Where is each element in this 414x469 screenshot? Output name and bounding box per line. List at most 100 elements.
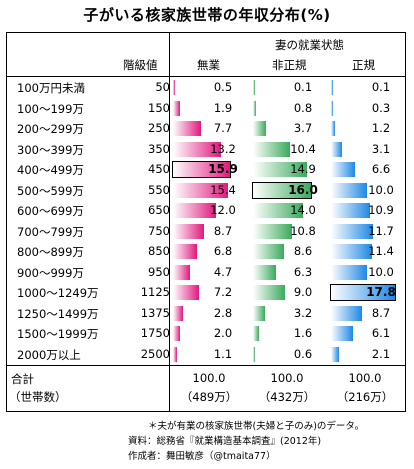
income-range-label: 900～999万 [17, 265, 84, 280]
table-row: 100万円未満 50 0.5 0.1 0.1 [7, 78, 404, 97]
data-label-regular: 10.0 [368, 264, 394, 279]
data-bar-nonregular [253, 326, 259, 341]
data-bar-regular [331, 100, 333, 116]
cell-unemployed: 2.0 [169, 324, 248, 343]
data-label-unemployed: 1.9 [213, 100, 233, 115]
class-value: 450 [148, 162, 170, 176]
data-label-nonregular: 9.0 [293, 285, 313, 299]
class-value: 350 [148, 141, 170, 156]
cell-regular: 11.4 [327, 242, 406, 261]
cell-unemployed: 2.8 [169, 304, 248, 323]
class-value: 150 [148, 100, 170, 115]
data-bar-nonregular [253, 80, 255, 95]
table-row: 900～999万 950 4.7 6.3 10.0 [7, 263, 404, 282]
cell-nonregular: 16.0 [249, 181, 328, 200]
cell-regular: 10.0 [327, 263, 406, 282]
data-bar-regular [331, 244, 372, 259]
data-bar-nonregular [253, 100, 256, 116]
table-row: 300～399万 350 13.2 10.4 3.1 [7, 140, 404, 159]
data-bar-unemployed [173, 182, 229, 198]
data-label-nonregular: 14.9 [290, 162, 316, 176]
data-bar-regular [331, 80, 333, 95]
cell-nonregular: 0.8 [249, 99, 328, 118]
class-value: 250 [148, 121, 170, 135]
data-bar-nonregular [253, 223, 292, 239]
class-value: 1750 [140, 326, 170, 340]
data-bar-nonregular [253, 285, 286, 300]
cell-unemployed: 1.1 [169, 345, 248, 364]
note-author: 作成者：舞田敏彦（@tmaita77） [128, 451, 276, 462]
table-row: 100～199万 150 1.9 0.8 0.3 [7, 99, 404, 118]
cell-nonregular: 10.4 [249, 140, 328, 159]
cell-nonregular: 3.2 [249, 304, 328, 323]
data-bar-regular [330, 284, 396, 301]
data-label-nonregular: 1.6 [293, 326, 313, 340]
cell-regular: 17.8 [327, 283, 406, 302]
cell-nonregular: 3.7 [249, 119, 328, 138]
page-title: 子がいる核家族世帯の年収分布(%) [83, 6, 331, 24]
cell-regular: 0.1 [327, 78, 406, 97]
data-bar-regular [331, 223, 374, 239]
cell-unemployed: 12.0 [169, 201, 248, 220]
data-label-unemployed: 6.8 [213, 244, 233, 258]
cell-regular: 6.1 [327, 324, 406, 343]
data-label-regular: 11.4 [368, 244, 394, 258]
cell-regular: 10.9 [327, 201, 406, 220]
cell-nonregular: 6.3 [249, 263, 328, 282]
data-bar-regular [331, 162, 355, 177]
cell-unemployed: 6.8 [169, 242, 248, 261]
data-label-regular: 0.1 [371, 80, 391, 94]
data-bar-unemployed [173, 121, 201, 136]
income-range-label: 1000～1249万 [17, 286, 99, 300]
class-value: 1375 [140, 305, 170, 320]
data-bar-unemployed [173, 141, 221, 157]
data-bar-regular [331, 305, 363, 321]
cell-regular: 8.7 [327, 304, 406, 323]
header-col-nonregular: 非正規 [272, 58, 307, 72]
totals-sublabel: （世帯数） [9, 390, 67, 404]
data-label-regular: 10.9 [368, 203, 394, 217]
totals-label: 合計 [11, 372, 34, 386]
table-row: 800～899万 850 6.8 8.6 11.4 [7, 242, 404, 261]
header-class-label: 階級値 [123, 58, 158, 72]
income-range-label: 200～299万 [17, 122, 84, 136]
data-label-nonregular: 3.7 [293, 121, 313, 135]
class-value: 50 [155, 80, 170, 94]
income-range-label: 100～199万 [17, 101, 84, 116]
data-bar-regular [331, 182, 367, 198]
data-bar-unemployed [173, 305, 184, 321]
income-range-label: 100万円未満 [17, 81, 85, 95]
data-label-nonregular: 10.8 [290, 223, 316, 238]
cell-regular: 1.2 [327, 119, 406, 138]
data-label-nonregular: 0.1 [293, 80, 313, 94]
cell-nonregular: 14.0 [249, 201, 328, 220]
table-row: 200～299万 250 7.7 3.7 1.2 [7, 119, 404, 138]
data-label-regular: 2.1 [371, 346, 391, 361]
cell-unemployed: 15.9 [169, 160, 248, 179]
header-col-unemployed: 無業 [197, 58, 220, 72]
table-row: 2000万以上 2500 1.1 0.6 2.1 [7, 345, 404, 364]
data-label-unemployed: 2.8 [213, 305, 233, 320]
data-label-unemployed: 15.4 [210, 182, 236, 197]
data-label-unemployed: 12.0 [210, 203, 236, 217]
data-label-nonregular: 6.3 [293, 264, 313, 279]
data-label-nonregular: 3.2 [293, 305, 313, 320]
cell-unemployed: 0.5 [169, 78, 248, 97]
data-bar-unemployed [173, 100, 180, 116]
table-row: 600～699万 650 12.0 14.0 10.9 [7, 201, 404, 220]
data-bar-nonregular [253, 141, 291, 157]
class-value: 2500 [140, 346, 170, 361]
class-value: 750 [148, 223, 170, 238]
class-value: 1125 [140, 285, 170, 299]
data-label-unemployed: 7.2 [213, 285, 233, 299]
cell-regular: 10.0 [327, 181, 406, 200]
income-range-label: 400～499万 [17, 163, 84, 177]
note-source: 資料：総務省『就業構造基本調査』(2012年) [128, 436, 322, 447]
data-bar-unemployed [173, 285, 199, 300]
table-row: 500～599万 550 15.4 16.0 10.0 [7, 181, 404, 200]
data-label-unemployed: 15.9 [208, 162, 238, 176]
data-bar-unemployed [173, 80, 175, 95]
data-bar-unemployed [173, 346, 177, 362]
data-label-nonregular: 8.6 [293, 244, 313, 258]
total-unemployed: 100.0 [192, 371, 226, 385]
